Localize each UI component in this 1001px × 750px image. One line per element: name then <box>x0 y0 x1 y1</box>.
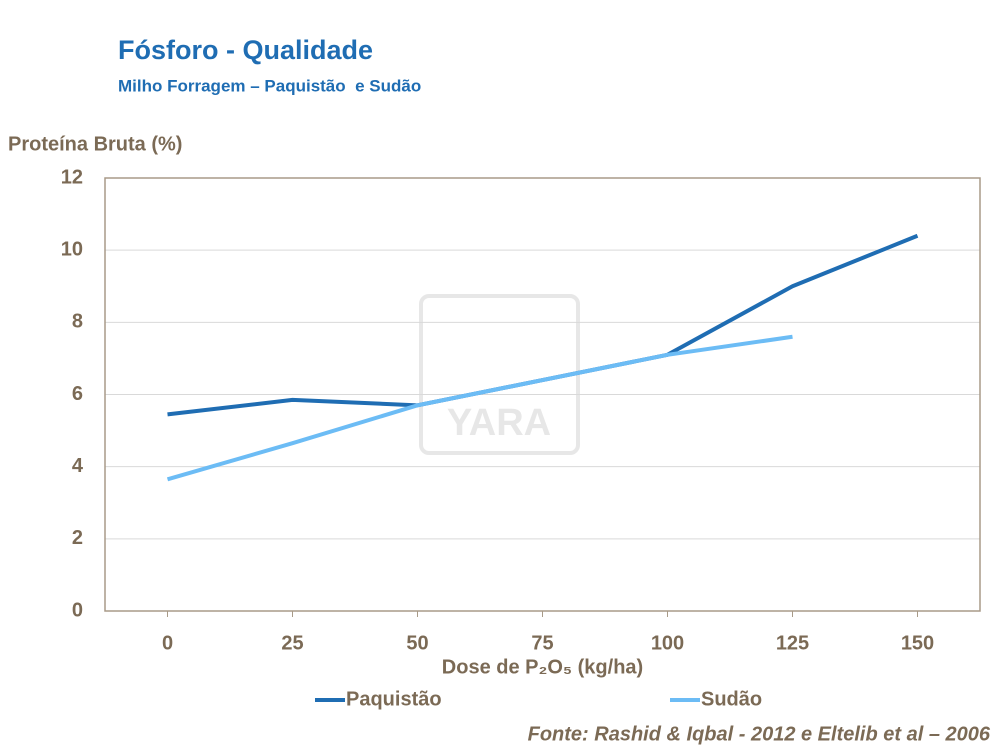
legend-label: Paquistão <box>346 688 442 710</box>
y-tick-label: 12 <box>61 166 83 188</box>
y-tick-label: 2 <box>72 527 83 549</box>
x-tick-label: 25 <box>281 632 303 654</box>
chart-subtitle: Milho Forragem – Paquistão e Sudão <box>118 76 421 95</box>
y-tick-label: 4 <box>72 455 84 477</box>
y-axis-label: Proteína Bruta (%) <box>8 133 182 155</box>
x-tick-label: 125 <box>776 632 809 654</box>
series-line <box>167 233 919 417</box>
legend-label: Sudão <box>701 688 762 710</box>
y-tick-label: 8 <box>72 311 83 333</box>
series-line <box>166 334 793 482</box>
x-tick-label: 150 <box>901 632 934 654</box>
watermark-text: YARA <box>447 402 551 444</box>
y-tick-label: 0 <box>72 599 83 621</box>
source-note: Fonte: Rashid & Iqbal - 2012 e Eltelib e… <box>528 723 991 745</box>
x-tick-label: 75 <box>531 632 553 654</box>
watermark: YARA <box>419 294 580 455</box>
chart-title: Fósforo - Qualidade <box>118 35 373 65</box>
x-tick-label: 50 <box>406 632 428 654</box>
x-tick-label: 0 <box>162 632 173 654</box>
y-tick-label: 6 <box>72 383 83 405</box>
y-tick-label: 10 <box>61 238 83 260</box>
x-axis-label: Dose de P₂O₅ (kg/ha) <box>442 656 643 678</box>
x-tick-label: 100 <box>651 632 684 654</box>
